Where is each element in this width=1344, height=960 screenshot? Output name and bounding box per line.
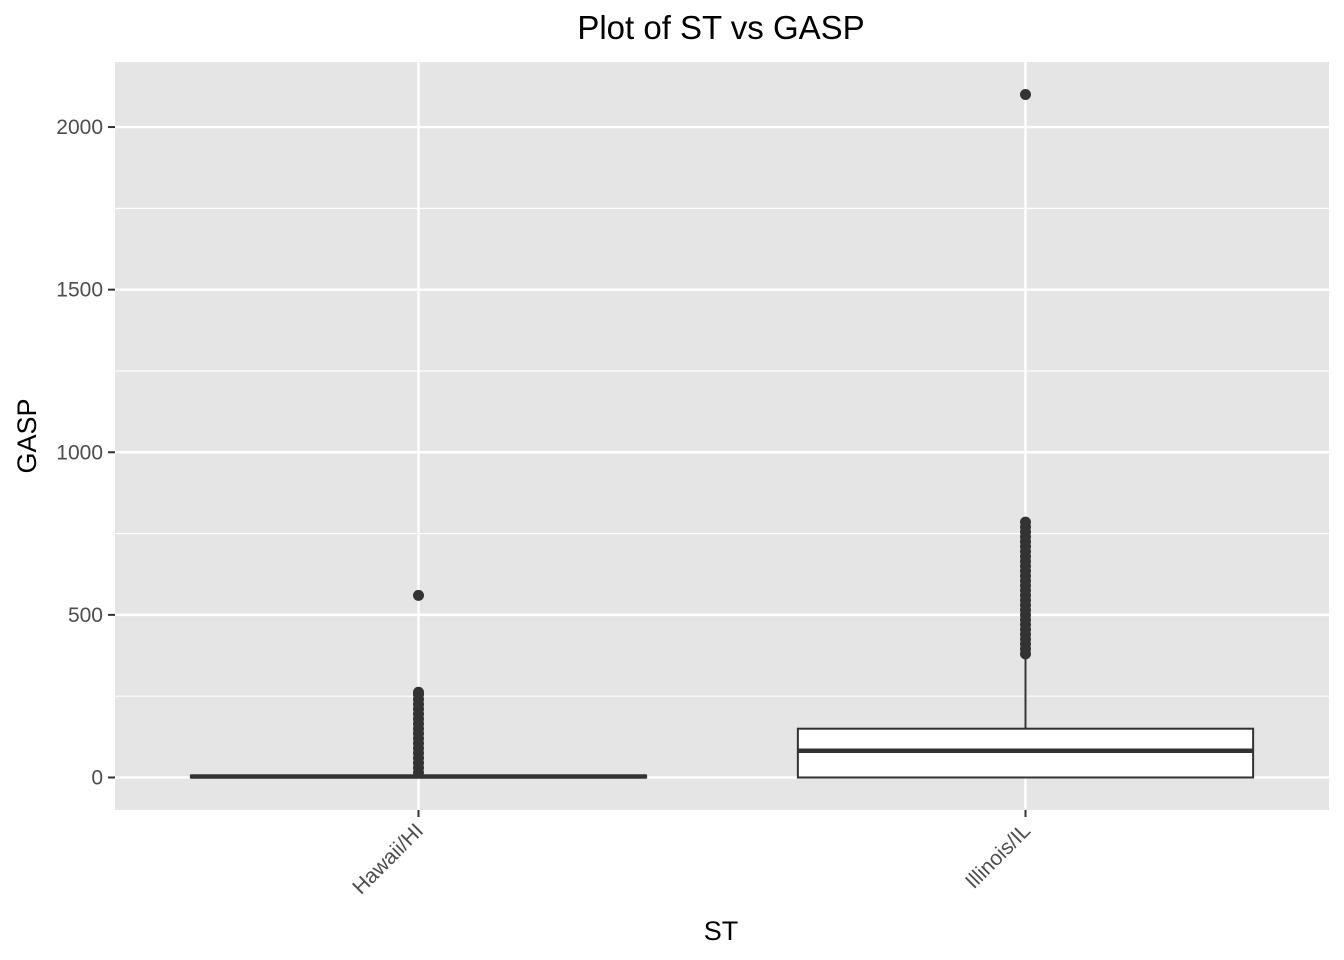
y-tick-label: 2000 bbox=[56, 116, 103, 139]
box-hawaii-hi bbox=[189, 589, 648, 779]
box-iqr bbox=[796, 727, 1255, 779]
y-tick-label: 0 bbox=[91, 766, 103, 789]
y-axis-title: GASP bbox=[12, 398, 42, 473]
y-tick-label: 500 bbox=[68, 604, 103, 627]
plot-panel bbox=[115, 62, 1329, 810]
y-axis: 0 500 1000 1500 2000 bbox=[56, 116, 115, 789]
x-axis-title: ST bbox=[704, 916, 739, 946]
y-tick-label: 1000 bbox=[56, 441, 103, 464]
boxes-layer bbox=[189, 89, 1255, 779]
y-tick-label: 1500 bbox=[56, 279, 103, 302]
chart-title: Plot of ST vs GASP bbox=[577, 9, 864, 46]
outlier-point bbox=[413, 589, 424, 601]
outlier-point bbox=[1020, 89, 1031, 101]
outlier-point bbox=[413, 686, 424, 698]
box-illinois-il bbox=[796, 89, 1255, 779]
outlier-point bbox=[1020, 516, 1031, 528]
